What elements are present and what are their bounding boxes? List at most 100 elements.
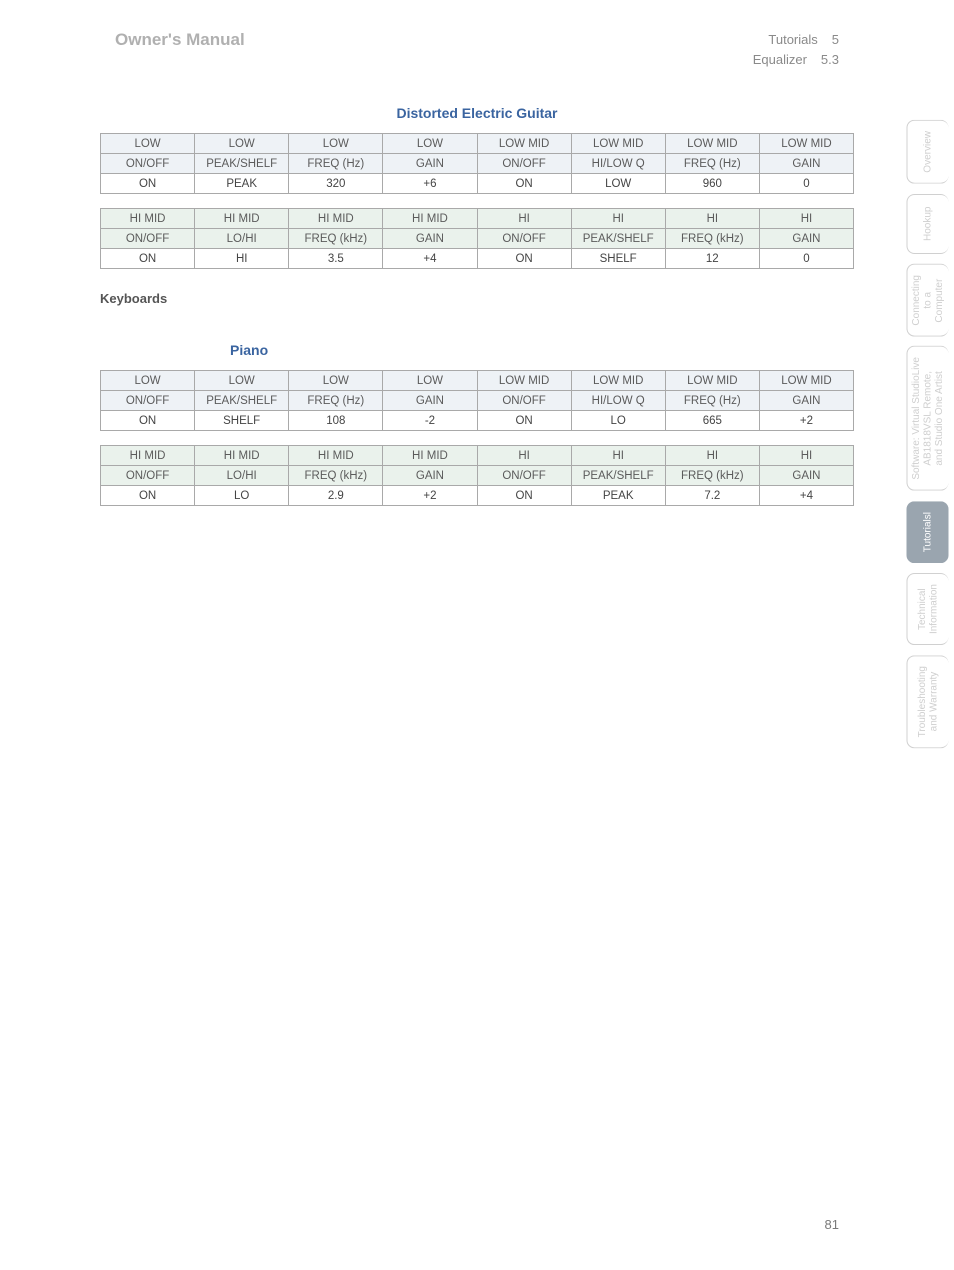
page-header: Owner's Manual Tutorials5 Equalizer5.3 xyxy=(0,0,954,69)
table-cell: ON xyxy=(101,249,195,269)
table-cell: 7.2 xyxy=(665,486,759,506)
table-cell: ON xyxy=(477,486,571,506)
table-cell: ON/OFF xyxy=(101,229,195,249)
table-cell: SHELF xyxy=(195,411,289,431)
table-cell: HI MID xyxy=(195,209,289,229)
table-cell: PEAK xyxy=(195,174,289,194)
table-cell: +4 xyxy=(759,486,853,506)
table-value-row: ONSHELF108-2ONLO665+2 xyxy=(101,411,854,431)
table-cell: LOW xyxy=(383,134,477,154)
table-cell: 12 xyxy=(665,249,759,269)
table-cell: LO/HI xyxy=(195,466,289,486)
table-cell: PEAK/SHELF xyxy=(195,154,289,174)
table-cell: HI/LOW Q xyxy=(571,391,665,411)
table-cell: LOW MID xyxy=(477,371,571,391)
table-cell: ON/OFF xyxy=(477,466,571,486)
table-cell: 108 xyxy=(289,411,383,431)
table-cell: HI xyxy=(759,209,853,229)
heading-distorted-guitar: Distorted Electric Guitar xyxy=(100,105,854,121)
manual-title: Owner's Manual xyxy=(115,30,245,69)
table-cell: LO/HI xyxy=(195,229,289,249)
table-cell: ON/OFF xyxy=(101,391,195,411)
table-cell: GAIN xyxy=(759,154,853,174)
table-cell: ON xyxy=(477,174,571,194)
table-cell: ON xyxy=(477,249,571,269)
table-cell: HI xyxy=(195,249,289,269)
side-tab[interactable]: Technical Information xyxy=(907,573,949,645)
table-cell: GAIN xyxy=(759,391,853,411)
table-cell: ON/OFF xyxy=(477,391,571,411)
table-header-row: HI MIDHI MIDHI MIDHI MIDHIHIHIHI xyxy=(101,446,854,466)
side-tab[interactable]: Hookup xyxy=(907,194,949,254)
table-piano-hi: HI MIDHI MIDHI MIDHI MIDHIHIHIHI ON/OFFL… xyxy=(100,445,854,506)
table-cell: LO xyxy=(195,486,289,506)
table-cell: HI xyxy=(571,446,665,466)
table-cell: HI xyxy=(477,446,571,466)
table-cell: HI MID xyxy=(383,446,477,466)
table-cell: 665 xyxy=(665,411,759,431)
table-value-row: ONPEAK320+6ONLOW9600 xyxy=(101,174,854,194)
table-cell: HI MID xyxy=(101,446,195,466)
table-cell: +6 xyxy=(383,174,477,194)
table-cell: HI xyxy=(571,209,665,229)
table-cell: GAIN xyxy=(383,229,477,249)
table-cell: LOW xyxy=(571,174,665,194)
breadcrumb-subsection-num: 5.3 xyxy=(821,52,839,67)
table-cell: HI xyxy=(477,209,571,229)
table-cell: LO xyxy=(571,411,665,431)
table-cell: HI MID xyxy=(195,446,289,466)
table-cell: ON/OFF xyxy=(477,154,571,174)
table-cell: +2 xyxy=(383,486,477,506)
heading-keyboards: Keyboards xyxy=(100,291,854,306)
table-cell: LOW MID xyxy=(665,134,759,154)
table-cell: PEAK/SHELF xyxy=(571,466,665,486)
table-cell: ON/OFF xyxy=(101,466,195,486)
table-cell: GAIN xyxy=(383,154,477,174)
table-value-row: ONHI3.5+4ONSHELF120 xyxy=(101,249,854,269)
table-cell: LOW MID xyxy=(759,134,853,154)
table-cell: ON xyxy=(101,411,195,431)
side-tabs: Overview Hookup Connecting to a Computer So… xyxy=(907,120,949,749)
table-cell: FREQ (Hz) xyxy=(289,154,383,174)
table-cell: LOW xyxy=(195,371,289,391)
table-cell: LOW xyxy=(101,134,195,154)
table-cell: PEAK/SHELF xyxy=(571,229,665,249)
table-cell: 0 xyxy=(759,249,853,269)
table-cell: ON xyxy=(477,411,571,431)
side-tab[interactable]: Overview xyxy=(907,120,949,184)
side-tab[interactable]: Connecting to a Computer xyxy=(907,264,949,337)
table-cell: 320 xyxy=(289,174,383,194)
page-number: 81 xyxy=(825,1217,839,1232)
table-cell: LOW MID xyxy=(477,134,571,154)
table-cell: -2 xyxy=(383,411,477,431)
table-cell: +2 xyxy=(759,411,853,431)
table-cell: HI MID xyxy=(289,446,383,466)
table-cell: FREQ (kHz) xyxy=(289,229,383,249)
table-cell: FREQ (kHz) xyxy=(665,229,759,249)
side-tab[interactable]: Software: Virtual StudioLive AB1818VSL R… xyxy=(907,346,949,491)
table-cell: GAIN xyxy=(759,466,853,486)
side-tab[interactable]: Troubleshooting and Warranty xyxy=(907,655,949,748)
table-cell: HI MID xyxy=(383,209,477,229)
table-cell: HI xyxy=(665,209,759,229)
table-header-row: HI MIDHI MIDHI MIDHI MIDHIHIHIHI xyxy=(101,209,854,229)
table-cell: PEAK xyxy=(571,486,665,506)
table-header-row: LOWLOWLOWLOWLOW MIDLOW MIDLOW MIDLOW MID xyxy=(101,134,854,154)
breadcrumb-section: Tutorials xyxy=(768,32,817,47)
breadcrumb-section-num: 5 xyxy=(832,32,839,47)
table-cell: +4 xyxy=(383,249,477,269)
table-header-row: ON/OFFPEAK/SHELFFREQ (Hz)GAINON/OFFHI/LO… xyxy=(101,154,854,174)
table-cell: SHELF xyxy=(571,249,665,269)
table-cell: ON xyxy=(101,486,195,506)
table-cell: ON/OFF xyxy=(101,154,195,174)
table-cell: HI xyxy=(759,446,853,466)
table-header-row: ON/OFFPEAK/SHELFFREQ (Hz)GAINON/OFFHI/LO… xyxy=(101,391,854,411)
side-tab[interactable]: Tutorialsl xyxy=(907,501,949,563)
table-distorted-hi: HI MIDHI MIDHI MIDHI MIDHIHIHIHI ON/OFFL… xyxy=(100,208,854,269)
table-cell: HI MID xyxy=(101,209,195,229)
table-cell: GAIN xyxy=(383,391,477,411)
table-cell: 960 xyxy=(665,174,759,194)
table-cell: LOW xyxy=(101,371,195,391)
table-cell: LOW MID xyxy=(665,371,759,391)
table-piano-low: LOWLOWLOWLOWLOW MIDLOW MIDLOW MIDLOW MID… xyxy=(100,370,854,431)
